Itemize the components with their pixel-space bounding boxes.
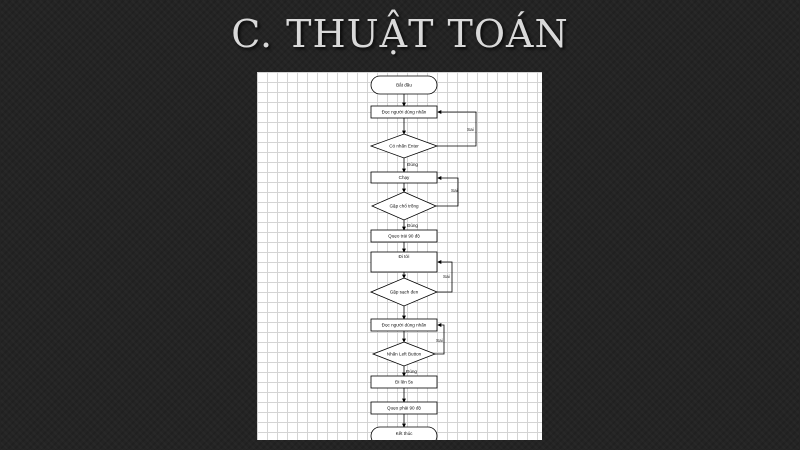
go-back-node: Đi lên 5s (370, 375, 438, 389)
svg-text:Có nhấn Enter: Có nhấn Enter (389, 144, 419, 149)
edge-label-no: Sai (443, 274, 450, 279)
svg-text:Gặp chổ trống: Gặp chổ trống (389, 203, 419, 209)
svg-text:Gặp sạch đen: Gặp sạch đen (390, 290, 419, 295)
svg-text:Quẹo phải 90 độ: Quẹo phải 90 độ (387, 406, 421, 411)
obstacle-decision-node: Gặp chổ trống (371, 191, 437, 221)
edge-label-yes: Đúng (407, 223, 418, 228)
enter-decision-node: Có nhấn Enter (369, 133, 439, 159)
edge-label-yes: Đúng (407, 162, 418, 167)
slide-title: C. THUẬT TOÁN (231, 12, 569, 56)
go-straight-node: Đi tới (370, 251, 438, 273)
svg-text:Chạy: Chạy (399, 175, 410, 180)
edge-label-yes: Đúng (406, 369, 417, 374)
turn-right-node: Quẹo phải 90 độ (370, 401, 438, 415)
svg-text:Đọc người dùng nhấn: Đọc người dùng nhấn (382, 110, 427, 115)
flowchart-connectors (402, 94, 477, 428)
end-node: Kết thúc (370, 426, 438, 440)
left-button-decision-node: Nhấn Left Button (371, 341, 437, 367)
svg-text:Quẹo trái 90 độ: Quẹo trái 90 độ (388, 234, 420, 239)
start-node: Bắt đầu (370, 75, 438, 95)
svg-text:Kết thúc: Kết thúc (396, 431, 414, 436)
flowchart-svg: Bắt đầu Đọc người dùng nhấn Có nhấn Ente… (369, 75, 477, 440)
read-input-node: Đọc người dùng nhấn (370, 105, 438, 119)
svg-text:Bắt đầu: Bắt đầu (396, 82, 412, 88)
edge-label-no: Sai (436, 338, 443, 343)
edge-label-no: Sai (467, 127, 474, 132)
svg-text:Đi lên 5s: Đi lên 5s (395, 380, 414, 385)
svg-text:Nhấn Left Button: Nhấn Left Button (387, 352, 422, 357)
edge-label-no: Sai (451, 188, 458, 193)
svg-text:Đi tới: Đi tới (399, 254, 410, 259)
dirt-decision-node: Gặp sạch đen (369, 277, 439, 307)
read-input-node: Đọc người dùng nhấn (370, 318, 438, 332)
svg-text:Đọc người dùng nhấn: Đọc người dùng nhấn (382, 323, 427, 328)
run-node: Chạy (370, 171, 438, 184)
flowchart-canvas: Bắt đầu Đọc người dùng nhấn Có nhấn Ente… (257, 72, 542, 440)
turn-left-node: Quẹo trái 90 độ (370, 229, 438, 243)
